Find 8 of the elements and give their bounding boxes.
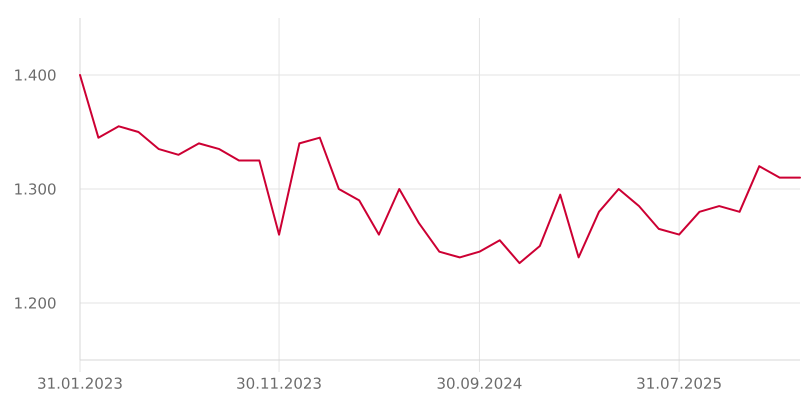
y-tick-label: 1.200 bbox=[15, 297, 56, 309]
x-tick-label: 31.07.2025 bbox=[637, 378, 721, 389]
y-tick-label: 1.300 bbox=[15, 183, 56, 195]
x-tick-label: 30.09.2024 bbox=[438, 378, 522, 389]
y-tick-label: 1.400 bbox=[15, 69, 56, 81]
x-tick-label: 31.01.2023 bbox=[38, 378, 122, 389]
x-tick-label: 30.11.2023 bbox=[237, 378, 321, 389]
line-series bbox=[79, 74, 802, 264]
